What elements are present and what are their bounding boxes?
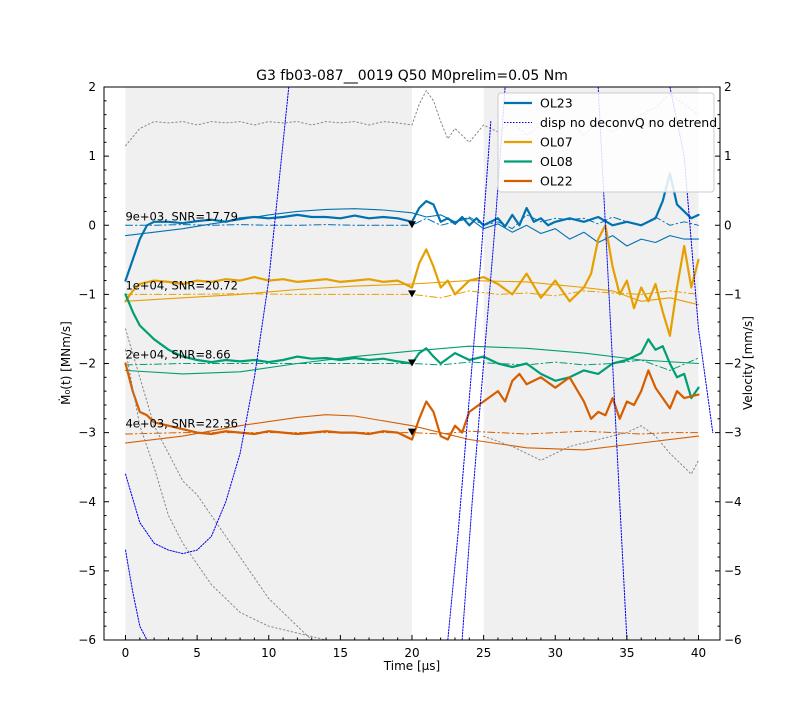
series-layer xyxy=(124,87,714,640)
legend-box xyxy=(497,92,715,193)
series-line-12 xyxy=(125,90,699,147)
annotation-layer: 9e+03, SNR=17.79 1e+04, SNR=20.72 2e+04, S… xyxy=(125,209,237,430)
series-line-14 xyxy=(125,349,327,640)
y-tick-label-left-3: −3 xyxy=(78,426,96,440)
x-tick-label-1: 5 xyxy=(193,646,201,660)
onset-marker-1 xyxy=(408,290,416,298)
x-tick-label-8: 40 xyxy=(691,646,706,660)
series-line-6 xyxy=(124,293,700,400)
series-line-9 xyxy=(124,362,700,441)
x-tick-label-7: 35 xyxy=(619,646,634,660)
series-line-7 xyxy=(124,345,700,375)
chart-title: G3 fb03-087__0019 Q50 M0prelim=0.05 Nm xyxy=(256,68,568,84)
snr-annotation-2: 2e+04, SNR=8.66 xyxy=(125,348,230,362)
onset-marker-2 xyxy=(408,359,416,367)
y-tick-label-left-7: 1 xyxy=(88,149,96,163)
series-line-21 xyxy=(669,87,714,434)
marker-layer xyxy=(408,221,416,436)
y-tick-label-left-2: −4 xyxy=(78,495,96,509)
x-tick-label-5: 25 xyxy=(476,646,491,660)
series-line-18 xyxy=(447,121,492,640)
y-tick-label-left-5: −1 xyxy=(78,287,96,301)
series-line-4 xyxy=(124,280,700,306)
series-line-10 xyxy=(124,414,700,451)
x-tick-label-3: 15 xyxy=(333,646,348,660)
legend: OL23 disp no deconvQ no detrend OL07 OL08 OL… xyxy=(497,92,717,193)
y-tick-label-right-3: −3 xyxy=(724,426,742,440)
legend-label-1: disp no deconvQ no detrend xyxy=(540,115,717,130)
x-tick-label-0: 0 xyxy=(122,646,130,660)
onset-marker-3 xyxy=(408,428,416,436)
y-tick-label-left-6: 0 xyxy=(88,218,96,232)
series-line-2 xyxy=(125,214,699,230)
series-line-16 xyxy=(125,87,290,555)
series-line-15 xyxy=(483,425,699,475)
series-line-20 xyxy=(597,87,628,640)
series-line-1 xyxy=(124,208,700,247)
y-tick-label-left-1: −5 xyxy=(78,564,96,578)
series-line-13 xyxy=(125,328,313,640)
y-tick-label-right-0: −6 xyxy=(724,633,742,647)
onset-marker-0 xyxy=(408,221,416,229)
y-tick-label-right-6: 0 xyxy=(724,218,732,232)
y-tick-label-right-8: 2 xyxy=(724,80,732,94)
series-line-5 xyxy=(125,290,699,299)
y-tick-label-left-4: −2 xyxy=(78,357,96,371)
x-tick-label-2: 10 xyxy=(261,646,276,660)
y-tick-label-right-2: −4 xyxy=(724,495,742,509)
y-tick-label-right-4: −2 xyxy=(724,357,742,371)
snr-annotation-1: 1e+04, SNR=20.72 xyxy=(125,278,237,292)
x-tick-label-6: 30 xyxy=(548,646,563,660)
y-axis-label-right: Velocity [mm/s] xyxy=(741,316,755,410)
snr-annotation-0: 9e+03, SNR=17.79 xyxy=(125,209,237,223)
legend-label-3: OL08 xyxy=(540,154,573,169)
legend-label-4: OL22 xyxy=(540,174,573,189)
y-axis-label-left: Ṁ₀(t) [MNm/s] xyxy=(58,321,73,405)
legend-label-0: OL23 xyxy=(540,96,573,111)
legend-label-2: OL07 xyxy=(540,135,573,150)
x-axis-label: Time [μs] xyxy=(383,659,440,673)
series-line-11 xyxy=(125,430,699,435)
y-tick-label-left-0: −6 xyxy=(78,633,96,647)
x-tick-label-4: 20 xyxy=(404,646,419,660)
y-tick-label-right-1: −5 xyxy=(724,564,742,578)
series-line-3 xyxy=(124,224,700,337)
series-line-17 xyxy=(125,549,148,640)
tick-layer: 0 5 10 15 20 25 30 35 40−6 −6−5 −5−4 −4−3 −3−2 −2−1 −1… xyxy=(78,80,741,660)
series-line-8 xyxy=(125,357,699,371)
y-tick-label-right-7: 1 xyxy=(724,149,732,163)
snr-annotation-3: 4e+03, SNR=22.36 xyxy=(125,417,237,431)
y-tick-label-right-5: −1 xyxy=(724,287,742,301)
y-tick-label-left-8: 2 xyxy=(88,80,96,94)
